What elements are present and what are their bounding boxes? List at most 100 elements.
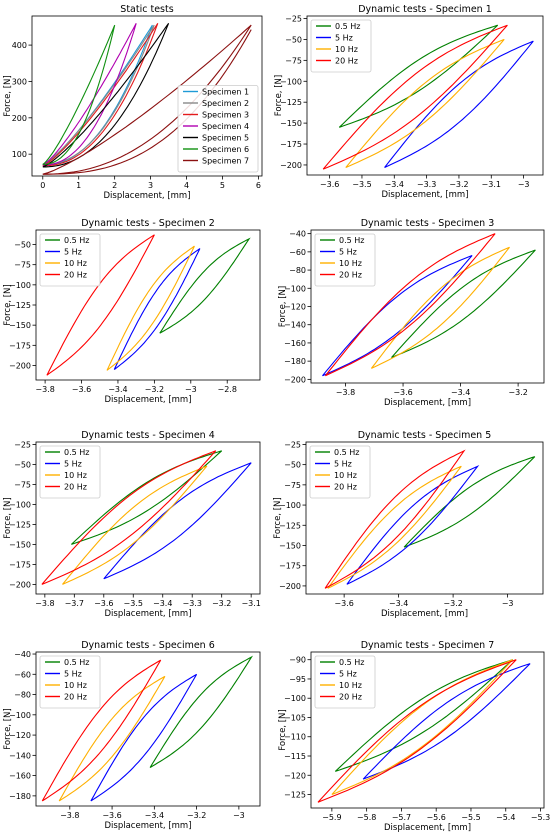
x-axis: −3.8 −3.6 −3.4 −3.2 −3 −2.8 (35, 380, 237, 394)
legend-entry: 20 Hz (64, 693, 87, 702)
series-line-4 (46, 234, 155, 376)
x-axis-label: Displacement, [mm] (381, 190, 468, 200)
series-line-2 (384, 40, 534, 168)
x-axis-label: Displacement, [mm] (103, 191, 190, 201)
x-tick-label: −3.4 (451, 388, 470, 397)
y-tick-label: −60 (289, 248, 306, 257)
series-line-4 (324, 233, 496, 377)
legend-entry: 20 Hz (64, 483, 87, 492)
plot-frame (306, 15, 544, 176)
y-axis: −180 −160 −140 −120 −100 −80 −60 −40 (9, 650, 36, 801)
y-tick-label: −125 (9, 520, 31, 529)
x-axis: −3.8 −3.6 −3.4 −3.2 (336, 383, 528, 397)
x-tick-label: 1 (76, 181, 81, 190)
y-tick-label: 300 (12, 77, 27, 86)
legend-entry: 0.5 Hz (64, 236, 89, 245)
x-tick-label: 5 (220, 181, 225, 190)
y-tick-label: −120 (9, 731, 31, 740)
y-axis-label: Force, [N] (278, 286, 288, 327)
y-tick-label: −75 (285, 56, 302, 65)
x-tick-label: −3.6 (334, 599, 353, 608)
y-tick-label: 100 (12, 150, 27, 159)
legend-box (309, 445, 371, 499)
x-tick-label: −3 (518, 180, 530, 189)
y-axis-label: Force, [N] (3, 284, 13, 325)
y-axis-label: Force, [N] (3, 708, 13, 749)
y-tick-label: −80 (14, 691, 31, 700)
series-line-7-unload (42, 29, 252, 175)
series-group (41, 450, 252, 585)
chart-panel-8: Dynamic tests - Specimen 7−5.9 −5.8 −5.7 −5… (278, 640, 550, 832)
y-tick-label: −50 (284, 461, 301, 470)
x-axis: 0 1 2 3 4 5 6 (40, 176, 261, 190)
x-tick-label: 6 (256, 181, 261, 190)
legend-box (177, 85, 259, 173)
chart-panel-3: Dynamic tests - Specimen 2−3.8 −3.6 −3.4 −3… (3, 218, 261, 405)
series-line-2 (90, 673, 198, 802)
legend-entry: 10 Hz (64, 471, 87, 480)
legend: 0.5 Hz 5 Hz 10 Hz 20 Hz (310, 19, 372, 73)
series-group (324, 449, 536, 589)
x-tick-label: −3.4 (145, 811, 164, 820)
legend-entry: Specimen 3 (202, 111, 249, 120)
y-tick-label: −100 (9, 711, 31, 720)
y-tick-label: −180 (9, 792, 31, 801)
legend-entry: 0.5 Hz (64, 658, 89, 667)
x-tick-label: −3.4 (385, 180, 404, 189)
y-tick-label: −75 (284, 481, 301, 490)
x-axis: −3.8 −3.6 −3.4 −3.2 −3 (60, 806, 245, 820)
y-axis: −200 −175 −150 −125 −100 −75 −50 −25 (279, 440, 306, 591)
y-tick-label: −25 (14, 440, 31, 449)
legend-box (39, 233, 101, 287)
y-axis: −125 −120 −115 −110 −105 −100 −95 −90 (284, 656, 311, 800)
y-tick-label: −50 (14, 460, 31, 469)
legend-box (39, 445, 101, 499)
x-tick-label: −3.6 (393, 388, 412, 397)
series-line-1 (159, 237, 251, 334)
legend-entry: 10 Hz (64, 681, 87, 690)
y-tick-label: −200 (280, 161, 302, 170)
x-tick-label: −3.4 (153, 599, 172, 608)
legend-entry: 0.5 Hz (334, 448, 359, 457)
series-line-2 (113, 248, 201, 370)
x-tick-label: −3.2 (145, 385, 164, 394)
series-line-4 (42, 23, 137, 166)
y-tick-label: −75 (14, 480, 31, 489)
y-tick-label: −100 (279, 501, 301, 510)
series-line-7 (42, 24, 252, 175)
y-tick-label: −115 (284, 752, 306, 761)
series-line-3 (345, 38, 505, 169)
y-axis: −200 −175 −150 −125 −100 −75 −50 −25 (9, 440, 36, 589)
chart-title: Dynamic tests - Specimen 7 (361, 640, 495, 651)
y-tick-label: −120 (284, 771, 306, 780)
legend: 0.5 Hz 5 Hz 10 Hz 20 Hz (314, 233, 376, 287)
series-group (322, 24, 534, 170)
y-tick-label: −110 (284, 733, 306, 742)
x-tick-label: −3.4 (108, 385, 127, 394)
y-tick-label: −100 (9, 500, 31, 509)
x-tick-label: −3.2 (508, 388, 527, 397)
y-tick-label: −180 (284, 357, 306, 366)
legend-entry: Specimen 7 (202, 157, 249, 166)
series-group (46, 234, 251, 376)
chart-panel-1: Static tests 0 1 2 3 4 5 6 100 200 300 400 Displacem… (3, 4, 263, 201)
series-line-1 (391, 249, 536, 359)
x-tick-label: −3.1 (482, 180, 501, 189)
chart-panel-5: Dynamic tests - Specimen 4−3.8 −3.7 −3.6 −3… (3, 430, 261, 619)
y-tick-label: −160 (284, 339, 306, 348)
legend-entry: 5 Hz (339, 248, 357, 257)
chart-title: Static tests (120, 4, 173, 15)
legend: Specimen 1 Specimen 2 Specimen 3 Specimen 4… (177, 85, 259, 173)
chart-title: Dynamic tests - Specimen 2 (81, 218, 215, 229)
x-tick-label: −3.2 (212, 599, 231, 608)
y-axis: −200 −180 −160 −140 −120 −100 −80 −60 −40 (284, 230, 311, 384)
x-tick-label: −3.8 (35, 599, 54, 608)
y-tick-label: −25 (285, 15, 302, 24)
legend-entry: 10 Hz (339, 681, 362, 690)
chart-panel-7: Dynamic tests - Specimen 6−3.8 −3.6 −3.4 −3… (3, 640, 261, 831)
y-axis-label: Force, [N] (273, 497, 283, 538)
y-tick-label: −90 (289, 656, 306, 665)
legend-entry: 5 Hz (339, 670, 357, 679)
legend: 0.5 Hz 5 Hz 10 Hz 20 Hz (39, 233, 101, 287)
y-tick-label: −105 (284, 713, 306, 722)
